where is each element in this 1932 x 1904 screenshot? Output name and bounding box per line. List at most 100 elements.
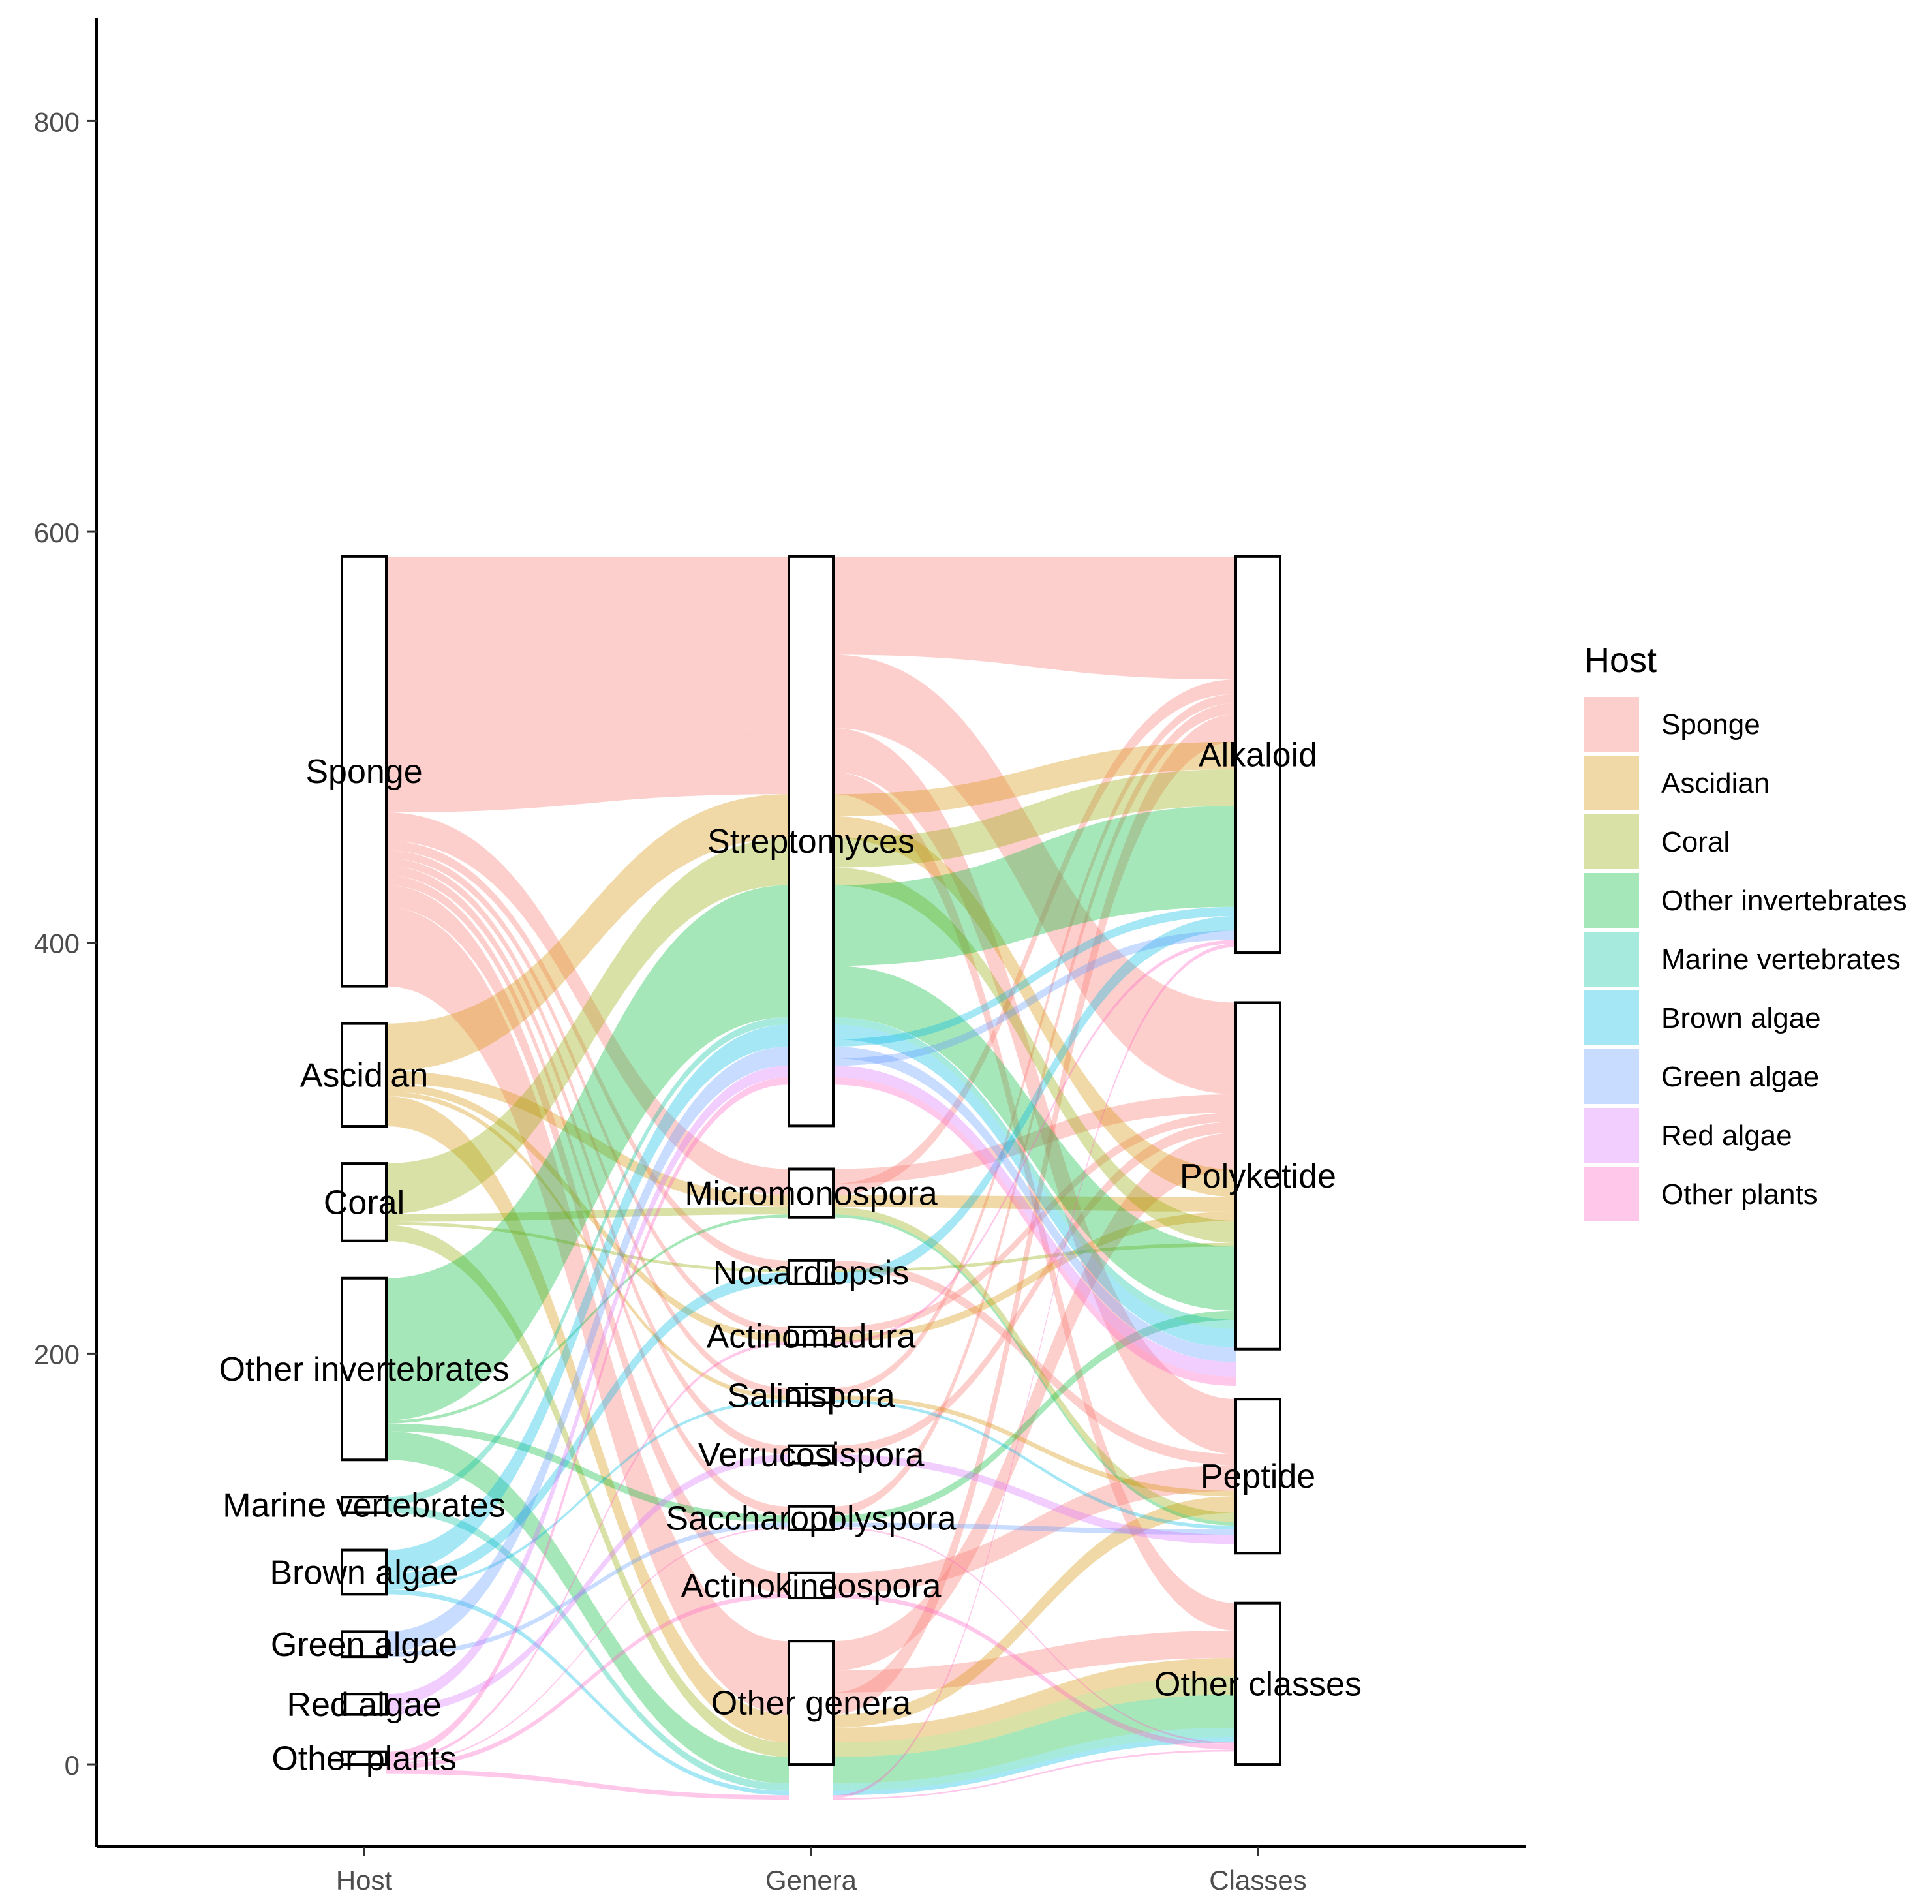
- stratum-label-marine-vertebrates: Marine vertebrates: [222, 1486, 506, 1524]
- flow-streptomyces-to-alkaloid: [833, 556, 1236, 680]
- stratum-actinomadura: [788, 1325, 835, 1346]
- flow-salinispora-to-peptide: [833, 1395, 1236, 1497]
- legend-label-coral: Coral: [1661, 826, 1730, 858]
- stratum-polyketide: [1234, 1001, 1281, 1351]
- legend-label-green-algae: Green algae: [1661, 1061, 1819, 1093]
- flow-saccharopolyspora-to-other-classes: [833, 1527, 1236, 1745]
- flow-other-genera-to-alkaloid: [833, 714, 1236, 1715]
- flow-actinokineospora-to-peptide: [833, 1465, 1236, 1594]
- flow-brown-algae-to-streptomyces: [386, 1039, 789, 1574]
- stratum-label-streptomyces: Streptomyces: [707, 823, 915, 861]
- legend-key-green-algae: [1584, 1049, 1639, 1104]
- stratum-sponge: [341, 555, 388, 988]
- stratum-label-other-classes: Other classes: [1154, 1665, 1362, 1703]
- flow-other-genera-to-peptide: [833, 1496, 1236, 1728]
- legend-title: Host: [1584, 641, 1657, 680]
- stratum-label-peptide: Peptide: [1201, 1458, 1315, 1496]
- legend-label-other-invertebrates: Other invertebrates: [1661, 885, 1907, 917]
- stratum-label-other-plants: Other plants: [271, 1740, 456, 1777]
- flow-saccharopolyspora-to-peptide: [833, 1522, 1236, 1535]
- flow-marine-vertebrates-to-other-genera: [386, 1505, 789, 1791]
- flow-nocardiopsis-to-peptide: [833, 1260, 1236, 1466]
- stratum-green-algae: [341, 1630, 388, 1659]
- flow-micromonospora-to-polyketide: [833, 1195, 1236, 1212]
- flow-streptomyces-to-alkaloid: [833, 769, 1236, 868]
- flow-brown-algae-to-nocardiopsis: [386, 1272, 789, 1587]
- flow-saccharopolyspora-to-alkaloid: [833, 703, 1236, 1516]
- flow-streptomyces-to-polyketide: [833, 1077, 1236, 1386]
- stratum-label-brown-algae: Brown algae: [269, 1554, 458, 1591]
- stratum-label-sponge: Sponge: [305, 753, 422, 791]
- y-tick-label: 200: [34, 1339, 80, 1370]
- stratum-label-alkaloid: Alkaloid: [1199, 736, 1317, 774]
- flow-actinokineospora-to-other-classes: [833, 1593, 1236, 1750]
- flow-streptomyces-to-alkaloid: [833, 906, 1236, 1047]
- stratum-label-green-algae: Green algae: [271, 1626, 457, 1664]
- flow-other-invertebrates-to-other-genera: [386, 1431, 789, 1784]
- flow-other-genera-to-other-classes: [833, 1676, 1236, 1757]
- flow-brown-algae-to-salinispora: [386, 1400, 789, 1590]
- stratum-label-nocardiopsis: Nocardiopsis: [713, 1254, 910, 1292]
- stratum-label-polyketide: Polyketide: [1180, 1158, 1336, 1195]
- stratum-label-verrucosispora: Verrucosispora: [698, 1436, 925, 1474]
- stratum-label-saccharopolyspora: Saccharopolyspora: [666, 1500, 956, 1538]
- flow-marine-vertebrates-to-streptomyces: [386, 1017, 789, 1505]
- flow-verrucosispora-to-polyketide: [833, 1122, 1236, 1455]
- stratum-label-actinomadura: Actinomadura: [707, 1317, 916, 1355]
- legend-label-ascidian: Ascidian: [1661, 767, 1770, 799]
- legend-key-coral: [1584, 814, 1639, 869]
- legend-label-brown-algae: Brown algae: [1661, 1002, 1821, 1034]
- flow-streptomyces-to-polyketide: [833, 816, 1236, 1197]
- flow-other-plants-to-actinomadura: [386, 1342, 789, 1763]
- flow-other-genera-to-other-classes: [833, 1749, 1236, 1800]
- flow-sponge-to-salinispora: [386, 858, 789, 1396]
- flow-brown-algae-to-streptomyces: [386, 1024, 789, 1566]
- flow-other-invertebrates-to-streptomyces: [386, 966, 789, 1420]
- flow-other-plants-to-saccharopolyspora: [386, 1527, 789, 1765]
- stratum-actinokineospora: [788, 1571, 835, 1600]
- flow-other-invertebrates-to-streptomyces: [386, 885, 789, 1365]
- flow-other-genera-to-other-classes: [833, 1658, 1236, 1743]
- flow-salinispora-to-alkaloid: [833, 694, 1236, 1396]
- flow-actinomadura-to-alkaloid: [833, 940, 1236, 1345]
- y-tick-label: 400: [34, 929, 80, 959]
- legend-key-ascidian: [1584, 756, 1639, 810]
- legend-label-marine-vertebrates: Marine vertebrates: [1661, 944, 1901, 975]
- flow-other-invertebrates-to-saccharopolyspora: [386, 1423, 789, 1523]
- flow-other-plants-to-streptomyces: [386, 1077, 789, 1760]
- stratum-label-red-algae: Red algae: [286, 1686, 441, 1724]
- flow-sponge-to-micromonospora: [386, 828, 789, 1195]
- y-tick-label: 600: [34, 517, 80, 548]
- flow-ascidian-to-salinispora: [386, 1091, 789, 1400]
- legend-key-brown-algae: [1584, 990, 1639, 1045]
- flow-sponge-to-streptomyces: [386, 772, 789, 813]
- flow-ascidian-to-micromonospora: [386, 1071, 789, 1207]
- y-tick-label: 800: [34, 106, 80, 137]
- flow-micromonospora-to-alkaloid: [833, 679, 1236, 1195]
- flow-other-genera-to-other-classes: [833, 1695, 1236, 1784]
- stratum-other-classes: [1234, 1601, 1281, 1766]
- stratum-other-invertebrates: [341, 1276, 388, 1462]
- flow-other-plants-to-actinokineospora: [386, 1593, 789, 1770]
- stratum-label-coral: Coral: [324, 1184, 405, 1221]
- y-tick-label: 0: [65, 1750, 80, 1781]
- flow-other-plants-to-other-genera: [386, 1769, 789, 1798]
- flow-brown-algae-to-other-genera: [386, 1589, 789, 1796]
- flow-other-genera-to-other-classes: [833, 1727, 1236, 1791]
- flow-other-plants-to-other-genera: [386, 1772, 789, 1800]
- flow-sponge-to-micromonospora: [386, 812, 789, 1184]
- stratum-other-plants: [341, 1750, 388, 1766]
- stratum-verrucosispora: [788, 1444, 835, 1465]
- flow-streptomyces-to-polyketide: [833, 654, 1236, 1095]
- flow-coral-to-streptomyces: [386, 867, 789, 1214]
- flow-coral-to-nocardiopsis: [386, 1221, 789, 1272]
- flow-sponge-to-other-genera: [386, 962, 789, 1715]
- legend-key-sponge: [1584, 697, 1639, 752]
- flows-layer: [386, 556, 1236, 1800]
- stratum-streptomyces: [788, 555, 835, 1128]
- stratum-label-salinispora: Salinispora: [727, 1377, 895, 1415]
- flow-other-invertebrates-to-micromonospora: [386, 1214, 789, 1424]
- flow-streptomyces-to-alkaloid: [833, 806, 1236, 966]
- flow-streptomyces-to-alkaloid: [833, 930, 1236, 1066]
